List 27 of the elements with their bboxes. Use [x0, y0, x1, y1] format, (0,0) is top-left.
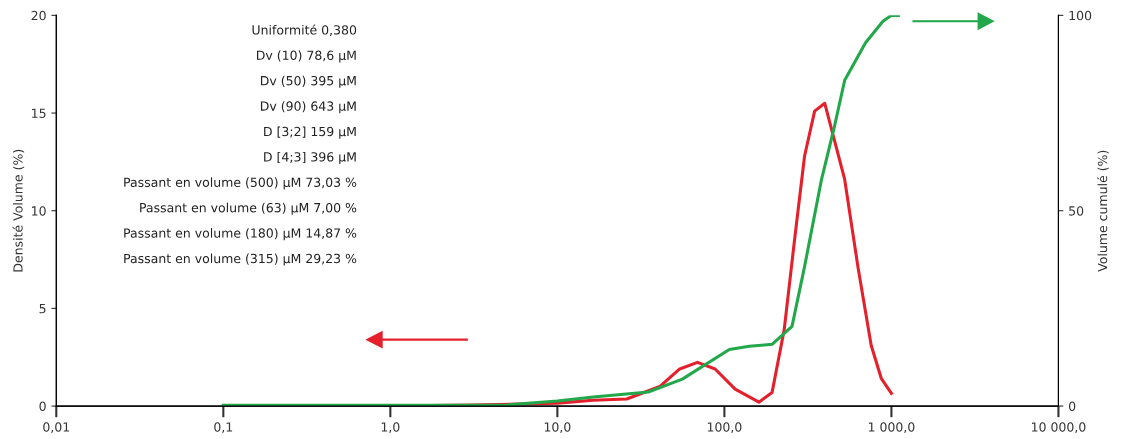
- y-axis-title: Densité Volume (%): [12, 149, 25, 272]
- x-tick-label: 100,0: [707, 422, 742, 433]
- x-tick-label: 10,0: [544, 422, 571, 433]
- y-tick-label: 0: [39, 401, 46, 411]
- x-tick-label: 0,1: [214, 422, 233, 433]
- y2-tick-label: 50: [1069, 206, 1084, 216]
- y2-tick-label: 0: [1068, 401, 1076, 411]
- y-tick-label: 20: [31, 10, 46, 21]
- x-tick-label: 0,01: [43, 422, 70, 433]
- annotation: D [3;2] 159 µM: [264, 126, 356, 139]
- annotation: Dv (90) 643 µM: [260, 101, 356, 114]
- y2-axis-title: Volume cumulé (%): [1097, 150, 1109, 272]
- annotation: Passant en volume (180) µM 14,87 %: [124, 228, 357, 241]
- x-tick-label: 1 000,0: [868, 422, 915, 433]
- y-tick-label: 15: [32, 108, 46, 118]
- annotation: D [4;3] 396 µM: [264, 151, 356, 165]
- annotation: Passant en volume (63) µM 7,00 %: [140, 202, 357, 215]
- annotation: Passant en volume (315) µM 29,23 %: [124, 253, 357, 266]
- annotation: Passant en volume (500) µM 73,03 %: [124, 177, 357, 190]
- y-tick-label: 5: [39, 304, 46, 314]
- y2-tick-label: 100: [1069, 10, 1092, 21]
- annotation: Dv (50) 395 µM: [260, 75, 356, 88]
- y-tick-label: 10: [32, 206, 46, 216]
- annotation: Uniformité 0,380: [252, 24, 357, 36]
- x-tick-label: 1,0: [381, 422, 400, 433]
- x-tick-label: 10 000,0: [1031, 422, 1086, 433]
- annotation: Dv (10) 78,6 µM: [257, 50, 356, 63]
